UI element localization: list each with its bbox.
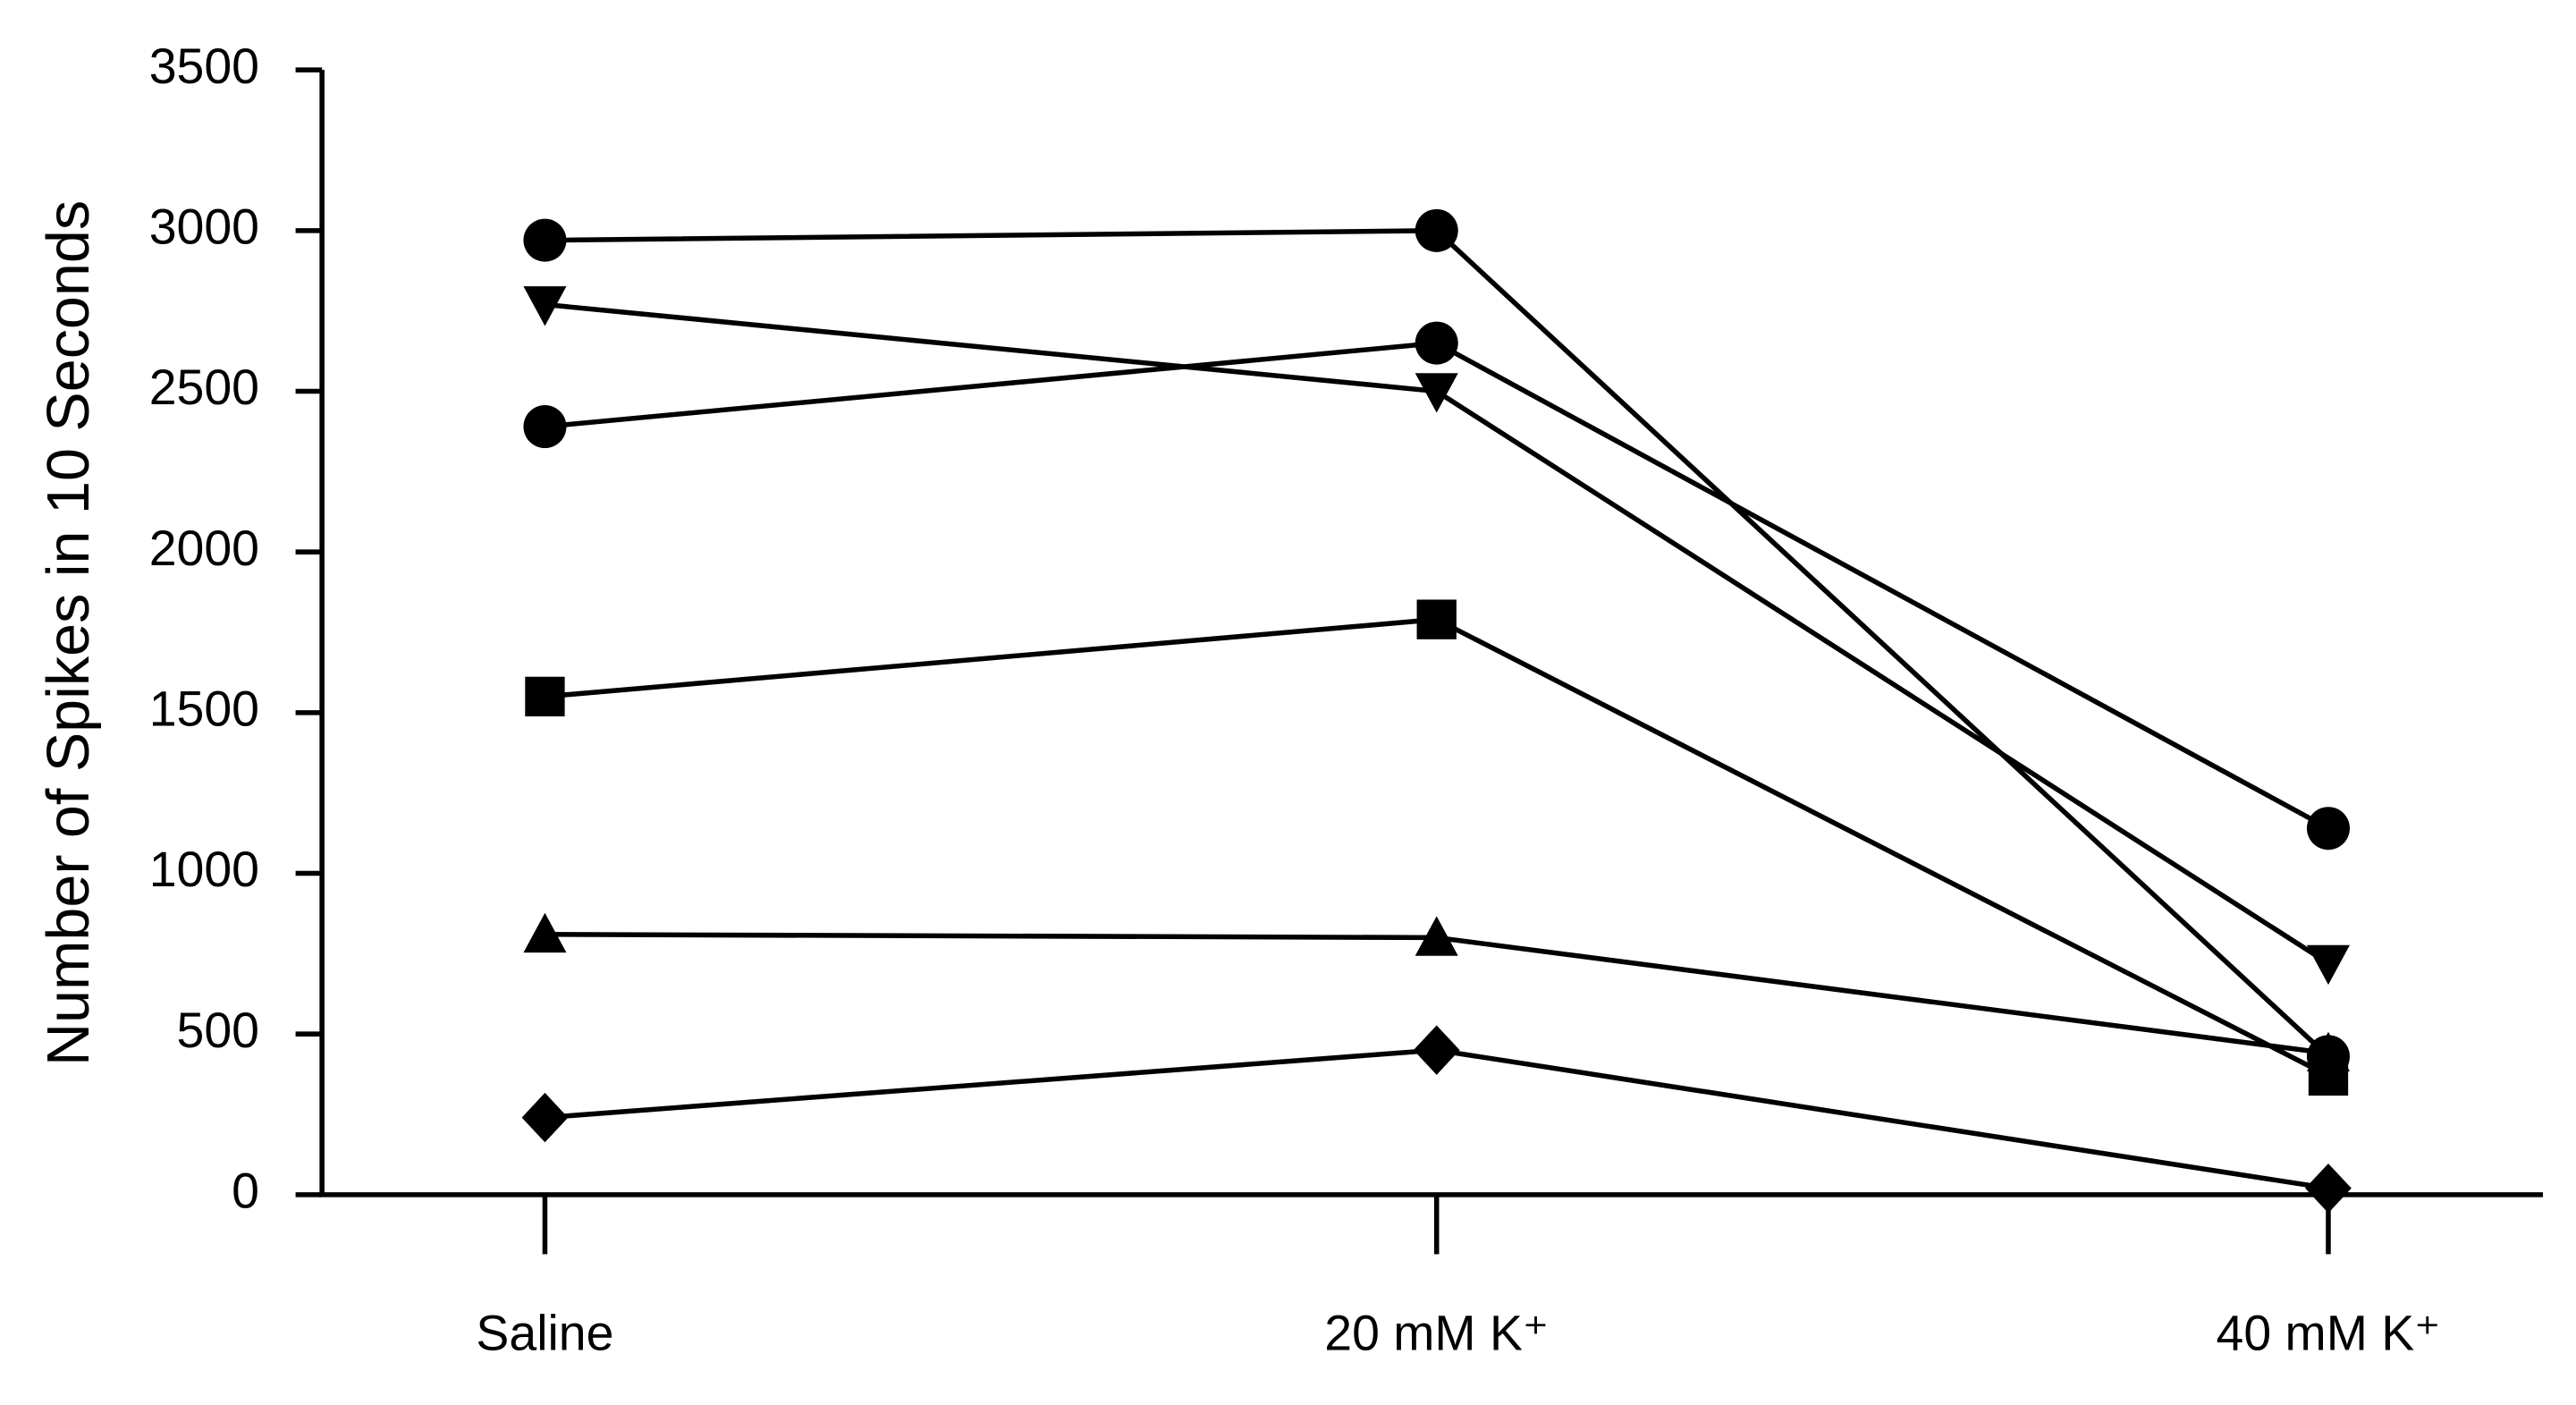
y-tick-label: 500 (177, 1003, 259, 1058)
marker (1415, 373, 1458, 413)
y-axis-label: Number of Spikes in 10 Seconds (36, 200, 102, 1066)
marker (525, 676, 565, 717)
marker (2306, 807, 2350, 851)
marker (2305, 1163, 2352, 1214)
y-tick-label: 1500 (149, 681, 259, 736)
y-tick-label: 0 (232, 1163, 259, 1218)
x-tick-label: Saline (476, 1305, 613, 1360)
marker (2306, 944, 2350, 986)
marker (523, 286, 567, 326)
x-tick-label: 40 mM K⁺ (2217, 1305, 2441, 1360)
marker (523, 912, 567, 953)
series-line (545, 340, 2330, 831)
y-tick-label: 2000 (149, 521, 259, 576)
y-tick-label: 3500 (149, 38, 259, 94)
marker (1415, 208, 1458, 252)
marker (523, 218, 567, 262)
marker (521, 1092, 569, 1143)
marker (1415, 321, 1458, 365)
marker (1413, 1025, 1460, 1075)
marker (523, 405, 567, 449)
marker (2306, 1031, 2350, 1072)
y-tick-label: 2500 (149, 360, 259, 415)
marker (1415, 916, 1458, 956)
x-tick-label: 20 mM K⁺ (1324, 1305, 1549, 1360)
y-tick-label: 1000 (149, 842, 259, 897)
series-line (545, 616, 2330, 1079)
y-tick-label: 3000 (149, 199, 259, 254)
marker (1416, 599, 1457, 639)
